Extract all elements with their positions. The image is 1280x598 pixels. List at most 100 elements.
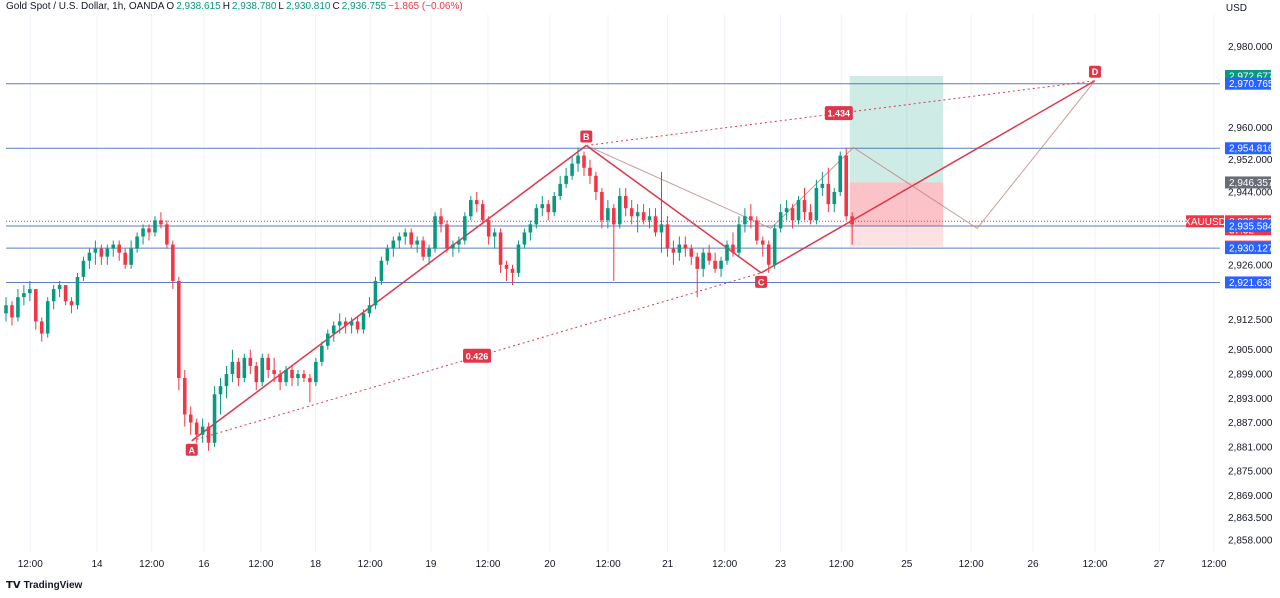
candle-body (826, 183, 831, 205)
candle-body (743, 216, 747, 225)
pattern-labels[interactable]: A B C D 0.426 1.434 (185, 65, 1101, 456)
candle-body (349, 321, 354, 326)
candle-body (522, 232, 527, 245)
candle-body (755, 220, 759, 241)
candle-body (665, 224, 670, 249)
pattern-point-a: A (185, 443, 198, 456)
candle-body (331, 325, 336, 334)
candle-body (284, 369, 288, 383)
candle-body (75, 276, 80, 306)
time-axis[interactable]: 12:00 14 12:00 16 12:00 18 12:00 19 12:00 20 12:00… (18, 559, 1227, 570)
y-tick-label: 2,944.000 (1228, 187, 1273, 198)
pattern-point-label: C (758, 277, 765, 287)
symbol-title[interactable]: Gold Spot / U.S. Dollar, 1h, OANDA (6, 1, 165, 12)
x-tick-label: 12:00 (248, 559, 273, 570)
candle-body (725, 244, 729, 261)
candle-body (427, 248, 431, 257)
x-tick-label: 12:00 (829, 559, 854, 570)
price-tag: 2,946.357 (1225, 176, 1274, 189)
candle-body (570, 163, 574, 176)
y-tick-label: 2,863.500 (1228, 513, 1273, 524)
candle-body (778, 212, 783, 229)
pattern-point-badge (755, 275, 768, 288)
symbol-tag: XAUUSD (1184, 217, 1226, 228)
x-tick-label: 12:00 (959, 559, 984, 570)
candle-body (552, 196, 557, 213)
candle-body (403, 232, 408, 237)
ratio-text: 0.426 (466, 351, 489, 361)
x-tick-label: 25 (901, 559, 913, 570)
candle-body (749, 216, 753, 221)
candle-body (510, 268, 515, 273)
candle-body (594, 175, 598, 192)
candle-body (224, 374, 229, 387)
candle-body (57, 285, 62, 290)
candle-body (188, 414, 193, 423)
pattern-point-label: A (188, 445, 195, 455)
chart-header: Gold Spot / U.S. Dollar, 1h, OANDA O 2,93… (6, 1, 463, 12)
candle-body (528, 224, 533, 233)
tradingview-logo-text: TradingView (23, 580, 83, 591)
x-tick-label: 12:00 (18, 559, 43, 570)
close-label: C (332, 1, 340, 12)
currency-label[interactable]: USD (1225, 3, 1247, 14)
x-tick-label: 19 (425, 559, 437, 570)
candle-body (564, 175, 568, 184)
price-axis[interactable]: 2,980.000 2,960.000 2,952.000 2,944.000 2,92… (1228, 42, 1273, 547)
candle-body (832, 191, 837, 205)
y-tick-label: 2,912.500 (1228, 315, 1273, 326)
candle-body (844, 155, 848, 217)
candle-body (147, 228, 151, 233)
candle-body (612, 208, 616, 225)
candle-body (343, 321, 348, 326)
candle-body (451, 244, 455, 249)
ratio-label: 1.434 (824, 106, 853, 121)
pattern-point-b: B (580, 130, 593, 143)
stop-zone (849, 182, 944, 227)
candle-body (218, 386, 223, 395)
symbol-tag-bg (1186, 215, 1224, 228)
price-tag: 2,935.584 (1225, 220, 1274, 233)
candle-body (69, 301, 74, 306)
candle-body (606, 208, 610, 221)
price-tag-value: 2,921.638 (1229, 278, 1274, 289)
chart-grid (29, 14, 1215, 552)
candle-body (16, 297, 20, 318)
candle-body (123, 252, 127, 265)
candle-body (4, 305, 8, 314)
candle-body (445, 224, 449, 249)
pattern-point-label: B (583, 132, 590, 142)
candle-body (117, 244, 122, 253)
candle-body (457, 240, 461, 245)
candle-body (10, 305, 14, 318)
y-tick-label: 2,858.000 (1228, 535, 1273, 546)
candle-body (22, 293, 26, 298)
candle-body (373, 280, 378, 306)
tradingview-logo[interactable]: TV TradingView (6, 580, 82, 591)
price-tag-bg (1225, 276, 1271, 289)
candle-body (194, 422, 199, 435)
pattern-point-d: D (1088, 65, 1101, 78)
price-tag-bg (1225, 142, 1271, 155)
candle-body (576, 155, 580, 164)
pattern-point-badge (1088, 65, 1101, 78)
y-tick-label: 2,869.000 (1228, 491, 1273, 502)
price-tag: 2,921.638 (1225, 276, 1274, 289)
position-zones (849, 75, 944, 247)
candle-body (629, 208, 634, 217)
price-tag-value: 2,954.816 (1229, 144, 1274, 155)
candle-body (486, 220, 491, 237)
change-value: −1.865 (−0.06%) (388, 1, 463, 12)
candle-body (582, 155, 586, 168)
candle-body (34, 289, 38, 322)
candle-body (814, 187, 819, 221)
y-tick-label: 2,952.000 (1228, 155, 1273, 166)
x-tick-label: 27 (1154, 559, 1166, 570)
candle-body (361, 313, 366, 330)
candle-body (707, 252, 711, 261)
candle-body (105, 248, 110, 257)
abcd-pattern[interactable] (191, 80, 1096, 442)
candle-body (51, 289, 56, 302)
